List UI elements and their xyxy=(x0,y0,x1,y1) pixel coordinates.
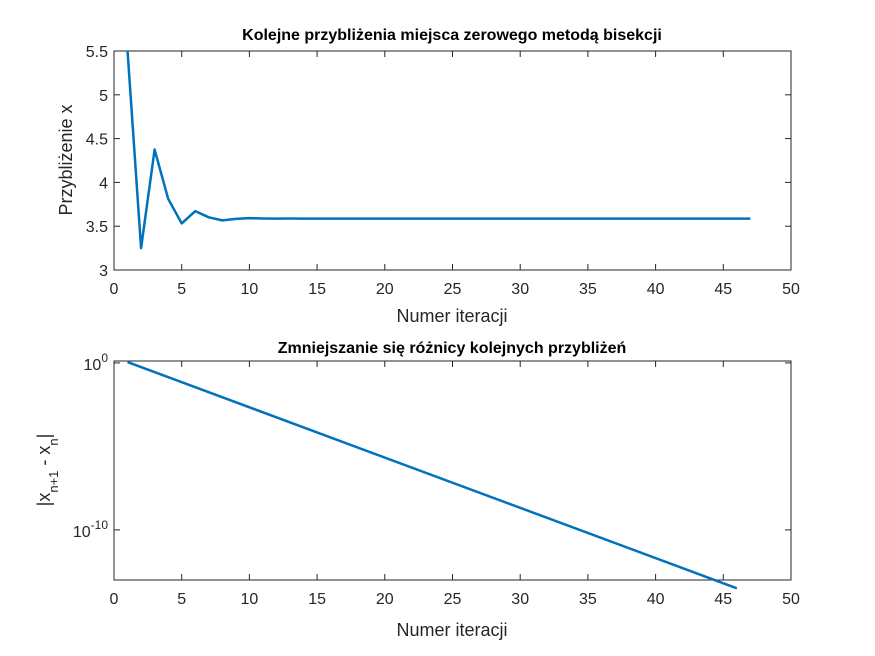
subplot-differences: Zmniejszanie się różnicy kolejnych przyb… xyxy=(34,340,800,640)
y-axis-ticks-bottom: 100 10-10 xyxy=(73,351,791,541)
axes-box-top xyxy=(113,50,792,271)
y-axis-label-bottom: |xn+1 - xn| xyxy=(34,434,61,507)
x-tick-label: 20 xyxy=(376,281,394,298)
x-tick-label: 5 xyxy=(177,281,186,298)
x-tick-label: 50 xyxy=(782,281,800,298)
y-tick-label: 3.5 xyxy=(86,219,108,236)
x-tick-label: 35 xyxy=(579,591,597,608)
x-tick-label: 25 xyxy=(444,591,462,608)
series-container-bottom xyxy=(127,360,738,590)
y-tick-label: 100 xyxy=(84,351,109,374)
x-axis-label-bottom: Numer iteracji xyxy=(396,620,507,640)
x-tick-label: 10 xyxy=(241,281,259,298)
x-tick-label: 40 xyxy=(647,591,665,608)
x-tick-label: 0 xyxy=(110,281,119,298)
x-axis-label-top: Numer iteracji xyxy=(396,306,507,326)
x-tick-label: 15 xyxy=(308,281,326,298)
x-tick-label: 50 xyxy=(782,591,800,608)
y-tick-label: 10-10 xyxy=(73,518,108,541)
x-axis-ticks-bottom: 0 5 10 15 20 25 30 35 40 45 50 xyxy=(110,361,800,608)
y-axis-ticks-top: 3 3.5 4 4.5 5 5.5 xyxy=(86,44,791,280)
x-tick-label: 5 xyxy=(177,591,186,608)
y-tick-label: 5.5 xyxy=(86,44,108,61)
x-tick-label: 35 xyxy=(579,281,597,298)
y-axis-label-top: Przybliżenie x xyxy=(56,104,76,215)
x-tick-label: 15 xyxy=(308,591,326,608)
y-tick-label: 4.5 xyxy=(86,132,108,149)
y-tick-label: 5 xyxy=(99,88,108,105)
chart-title-bottom: Zmniejszanie się różnicy kolejnych przyb… xyxy=(278,340,627,357)
series-container-top xyxy=(126,50,751,250)
subplot-approximations: Kolejne przybliżenia miejsca zerowego me… xyxy=(56,27,800,326)
x-tick-label: 30 xyxy=(511,281,529,298)
y-tick-label: 3 xyxy=(99,263,108,280)
x-tick-label: 0 xyxy=(110,591,119,608)
y-tick-label: 4 xyxy=(99,175,108,192)
x-tick-label: 45 xyxy=(714,281,732,298)
x-tick-label: 20 xyxy=(376,591,394,608)
x-tick-label: 40 xyxy=(647,281,665,298)
x-tick-label: 45 xyxy=(714,591,732,608)
chart-title-top: Kolejne przybliżenia miejsca zerowego me… xyxy=(242,27,662,44)
x-axis-ticks-top: 0 5 10 15 20 25 30 35 40 45 50 xyxy=(110,51,800,298)
x-tick-label: 10 xyxy=(241,591,259,608)
series-line-difference xyxy=(127,360,738,590)
x-tick-label: 30 xyxy=(511,591,529,608)
series-line-approximation xyxy=(126,50,751,250)
x-tick-label: 25 xyxy=(444,281,462,298)
